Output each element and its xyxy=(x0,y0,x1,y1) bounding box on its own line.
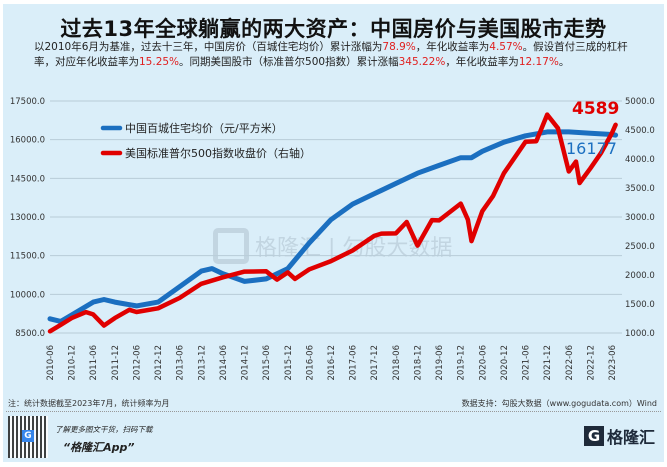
brand-logo-icon: G xyxy=(583,426,604,446)
right-axis-tick-label: 4000.0 xyxy=(625,155,655,165)
highlight-value: 4.57% xyxy=(489,41,523,53)
right-axis-tick-label: 5000.0 xyxy=(625,97,655,107)
x-axis-tick-label: 2016-06 xyxy=(305,345,315,381)
highlight-value: 15.25% xyxy=(139,56,180,68)
x-axis-tick-label: 2011-12 xyxy=(111,345,121,381)
left-axis-tick-label: 10000.0 xyxy=(10,290,45,300)
chart-panel xyxy=(3,4,664,462)
x-axis-tick-label: 2010-06 xyxy=(46,345,56,381)
sp500-end-label: 4589 xyxy=(572,99,620,119)
x-axis-tick-label: 2021-12 xyxy=(543,345,553,381)
app-logo-icon: G xyxy=(22,430,34,442)
subtitle-text: 以2010年6月为基准，过去十三年，中国房价（百城住宅均价）累计涨幅为 xyxy=(34,41,383,53)
x-axis-tick-label: 2012-06 xyxy=(132,345,142,381)
left-axis-tick-label: 17500.0 xyxy=(10,97,45,107)
x-axis-tick-label: 2017-12 xyxy=(370,345,380,381)
x-axis-tick-label: 2018-06 xyxy=(392,345,402,381)
right-axis-tick-label: 2000.0 xyxy=(625,271,655,281)
brand-name: 格隆汇 xyxy=(606,428,655,447)
sp500-line xyxy=(47,112,618,334)
x-axis-tick-label: 2013-06 xyxy=(176,345,186,381)
x-axis-tick-label: 2022-06 xyxy=(565,345,575,381)
x-axis-tick-label: 2010-12 xyxy=(68,345,78,381)
x-axis-tick-label: 2015-06 xyxy=(262,345,272,381)
watermark-logo-icon xyxy=(213,228,249,264)
x-axis-tick-label: 2022-12 xyxy=(586,345,596,381)
right-axis-tick-label: 1000.0 xyxy=(625,329,655,339)
x-axis-tick-label: 2012-12 xyxy=(154,345,164,381)
x-axis-tick-label: 2016-12 xyxy=(327,345,337,381)
promo-text: 了解更多图文干货，扫码下载 xyxy=(55,425,153,434)
house-price-line xyxy=(47,129,619,324)
subtitle-text: ，年化收益率为 xyxy=(415,41,490,53)
subtitle-text: 。同期美国股市（标准普尔500指数）累计涨幅 xyxy=(179,56,399,68)
highlight-value: 78.9% xyxy=(382,41,416,53)
right-axis-tick-label: 2500.0 xyxy=(625,242,655,252)
footnote: 注：统计数据截至2023年7月，统计频率为月 xyxy=(8,399,170,408)
x-axis-tick-label: 2014-12 xyxy=(241,345,251,381)
left-axis-tick-label: 13000.0 xyxy=(10,213,45,223)
subtitle-text: 。假设首付三成的杠杆率，对应年化收益率为 xyxy=(34,41,628,68)
highlight-value: 12.17% xyxy=(518,56,559,68)
right-axis-tick-label: 3000.0 xyxy=(625,213,655,223)
x-axis-tick-label: 2017-06 xyxy=(349,345,359,381)
x-axis-tick-label: 2023-06 xyxy=(608,345,618,381)
divider xyxy=(6,411,661,412)
x-axis-tick-label: 2013-12 xyxy=(197,345,207,381)
subtitle-text: ，年化收益率为 xyxy=(445,56,519,68)
x-axis-tick-label: 2019-06 xyxy=(435,345,445,381)
x-axis-tick-label: 2021-06 xyxy=(522,345,532,381)
x-axis-tick-label: 2011-06 xyxy=(89,345,99,381)
data-source: 数据支持：勾股大数据（www.gogudata.com）Wind xyxy=(461,399,657,408)
house-price-end-label: 16177 xyxy=(566,139,617,158)
left-axis-tick-label: 8500.0 xyxy=(15,329,45,339)
legend-label: 中国百城住宅均价（元/平方米） xyxy=(125,121,283,135)
left-axis-tick-label: 16000.0 xyxy=(10,136,45,146)
page-title: 过去13年全球躺赢的两大资产：中国房价与美国股市走势 xyxy=(60,17,607,41)
highlight-value: 345.22% xyxy=(398,56,446,68)
left-axis-tick-label: 11500.0 xyxy=(10,252,45,262)
right-axis-tick-label: 1500.0 xyxy=(625,300,655,310)
x-axis-tick-label: 2014-06 xyxy=(219,345,229,381)
right-axis-tick-label: 3500.0 xyxy=(625,184,655,194)
app-name: “格隆汇App” xyxy=(63,441,135,454)
x-axis-tick-label: 2020-12 xyxy=(500,345,510,381)
x-axis-tick-label: 2019-12 xyxy=(457,345,467,381)
subtitle: 以2010年6月为基准，过去十三年，中国房价（百城住宅均价）累计涨幅为78.9%… xyxy=(34,40,644,70)
left-axis-tick-label: 14500.0 xyxy=(10,174,45,184)
legend-label: 美国标准普尔500指数收盘价（右轴） xyxy=(125,146,311,160)
x-axis-tick-label: 2020-06 xyxy=(478,345,488,381)
qr-code[interactable]: G xyxy=(8,416,48,458)
right-axis-tick-label: 4500.0 xyxy=(625,126,655,136)
x-axis-tick-label: 2018-12 xyxy=(413,345,423,381)
subtitle-text: 。 xyxy=(558,56,570,68)
x-axis-tick-label: 2015-12 xyxy=(284,345,294,381)
brand-logo: G 格隆汇 xyxy=(583,424,655,448)
